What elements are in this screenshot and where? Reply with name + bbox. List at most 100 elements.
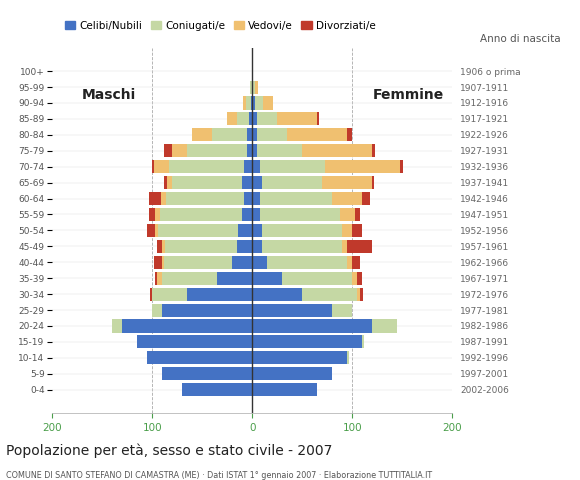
Bar [347,256,353,269]
Text: Femmine: Femmine [372,88,444,102]
Bar [242,208,252,221]
Bar [238,224,252,237]
Bar [187,144,247,157]
Bar [340,208,356,221]
Bar [353,272,357,285]
Bar [332,192,362,205]
Bar [252,383,317,396]
Bar [157,272,162,285]
Bar [162,367,252,380]
Bar [147,351,252,364]
Bar [317,112,320,125]
Bar [232,256,252,269]
Bar [172,176,242,189]
Bar [263,96,273,109]
Text: Maschi: Maschi [82,88,136,102]
Bar [172,144,187,157]
Bar [252,272,282,285]
Bar [258,144,302,157]
Bar [252,192,260,205]
Bar [251,96,252,109]
Bar [277,112,317,125]
Bar [247,128,252,141]
Bar [360,288,363,300]
Bar [252,96,255,109]
Bar [262,176,322,189]
Bar [252,224,262,237]
Bar [347,240,372,253]
Bar [247,144,252,157]
Legend: Celibi/Nubili, Coniugati/e, Vedovi/e, Divorziati/e: Celibi/Nubili, Coniugati/e, Vedovi/e, Di… [61,17,380,35]
Bar [353,256,360,269]
Bar [252,128,258,141]
Bar [252,367,332,380]
Bar [332,303,353,317]
Bar [244,160,252,173]
Bar [182,383,252,396]
Bar [165,240,237,253]
Bar [243,96,246,109]
Bar [157,240,162,253]
Bar [252,81,253,94]
Bar [255,81,258,94]
Bar [158,224,238,237]
Bar [242,176,252,189]
Bar [244,192,252,205]
Bar [372,320,397,333]
Bar [252,288,302,300]
Text: Popolazione per età, sesso e stato civile - 2007: Popolazione per età, sesso e stato civil… [6,444,332,458]
Text: COMUNE DI SANTO STEFANO DI CAMASTRA (ME) · Dati ISTAT 1° gennaio 2007 · Elaboraz: COMUNE DI SANTO STEFANO DI CAMASTRA (ME)… [6,471,432,480]
Bar [122,320,252,333]
Bar [152,303,162,317]
Bar [164,176,167,189]
Bar [161,192,166,205]
Bar [187,288,252,300]
Bar [155,208,160,221]
Bar [287,128,347,141]
Bar [372,144,375,157]
Bar [252,256,267,269]
Text: Anno di nascita: Anno di nascita [480,35,560,44]
Bar [362,192,371,205]
Bar [372,176,374,189]
Bar [162,272,218,285]
Bar [362,336,364,348]
Bar [166,192,244,205]
Bar [342,224,353,237]
Bar [353,224,362,237]
Bar [252,351,347,364]
Bar [252,112,258,125]
Bar [147,224,155,237]
Bar [252,240,262,253]
Bar [262,224,342,237]
Bar [162,303,252,317]
Bar [237,112,249,125]
Bar [149,208,155,221]
Bar [160,208,242,221]
Bar [251,81,252,94]
Bar [155,224,158,237]
Bar [192,128,212,141]
Bar [253,81,255,94]
Bar [154,256,162,269]
Bar [167,176,172,189]
Bar [164,144,172,157]
Bar [260,192,332,205]
Bar [347,351,349,364]
Bar [258,128,287,141]
Bar [249,112,252,125]
Bar [347,128,353,141]
Bar [356,208,360,221]
Bar [302,288,357,300]
Bar [357,288,360,300]
Bar [342,240,347,253]
Bar [267,256,347,269]
Bar [112,320,122,333]
Bar [252,160,260,173]
Bar [322,176,372,189]
Bar [137,336,252,348]
Bar [152,160,154,173]
Bar [252,336,362,348]
Bar [325,160,400,173]
Bar [357,272,362,285]
